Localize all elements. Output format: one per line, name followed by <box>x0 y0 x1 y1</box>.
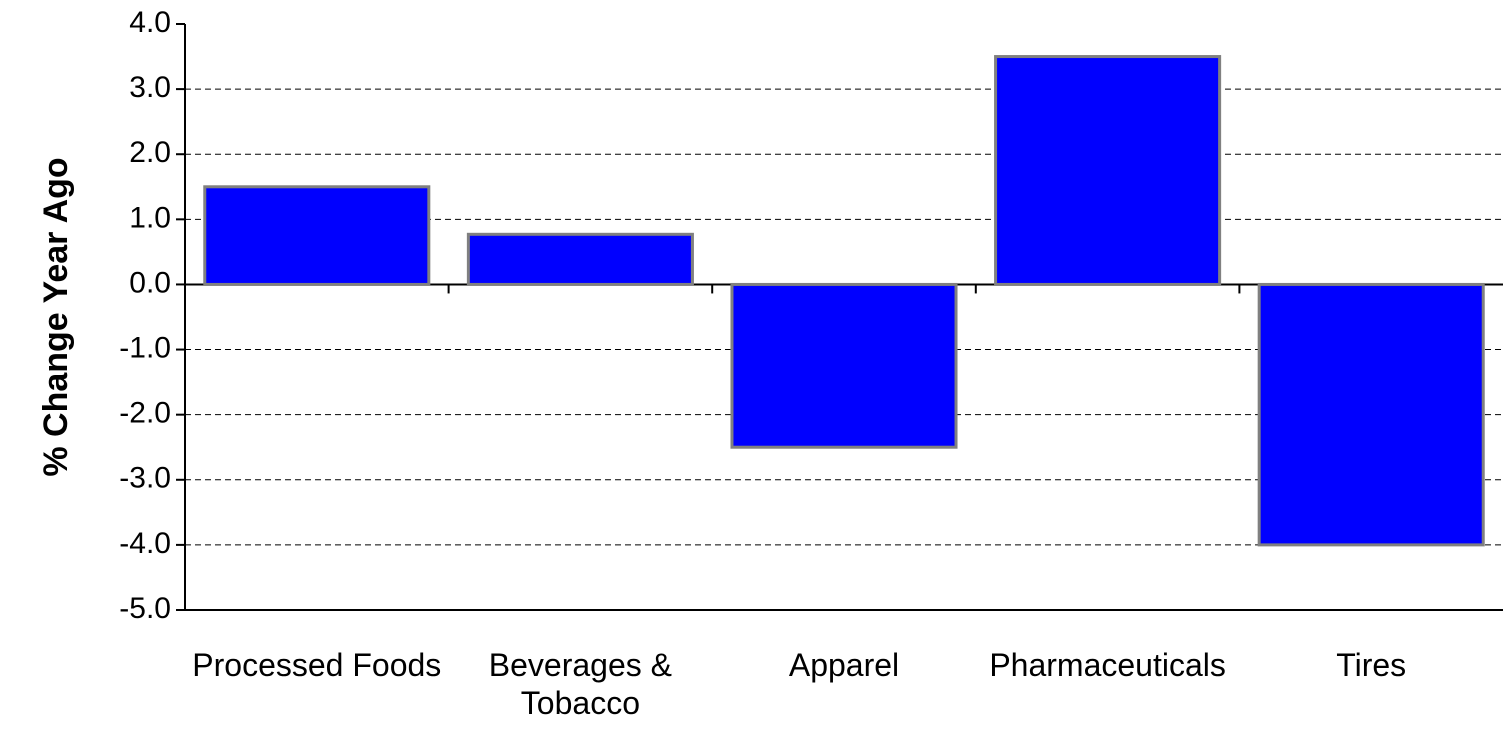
bar <box>466 232 694 286</box>
bar <box>994 55 1222 286</box>
x-tick-label: Pharmaceuticals <box>989 647 1226 683</box>
y-axis-label: % Change Year Ago <box>37 157 75 476</box>
x-tick-label: Apparel <box>788 647 900 683</box>
x-tick-label: Processed Foods <box>192 647 442 683</box>
bar <box>730 282 958 449</box>
bar <box>203 185 431 286</box>
y-tick-label: 3.0 <box>129 71 171 104</box>
y-tick-label: 2.0 <box>129 136 171 169</box>
x-tick-label: Tires <box>1336 647 1407 683</box>
y-tick-label: 0.0 <box>129 266 171 299</box>
y-tick-label: -5.0 <box>119 592 171 625</box>
y-tick-label: -2.0 <box>119 397 171 430</box>
y-tick-label: 1.0 <box>129 201 171 234</box>
y-tick-label: -3.0 <box>119 462 171 495</box>
bar <box>1257 282 1485 547</box>
y-tick-label: -1.0 <box>119 331 171 364</box>
y-tick-label: -4.0 <box>119 527 171 560</box>
y-tick-label: 4.0 <box>129 6 171 39</box>
x-tick-label: Beverages & Tobacco <box>488 647 672 721</box>
